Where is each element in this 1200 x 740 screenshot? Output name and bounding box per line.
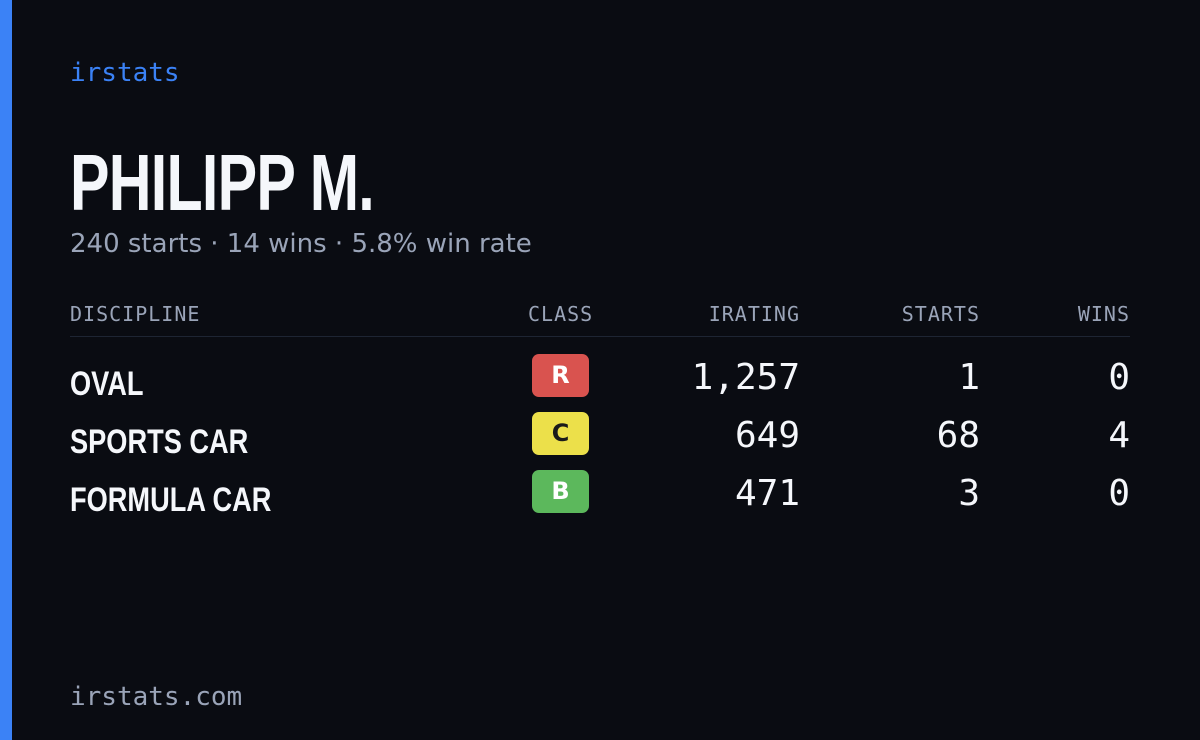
starts-value: 1 — [958, 357, 980, 398]
wins-value: 0 — [1108, 357, 1130, 398]
column-header-wins: WINS — [1077, 302, 1130, 326]
column-header-starts: STARTS — [901, 302, 980, 326]
irating-value: 1,257 — [691, 357, 800, 398]
discipline-name: FORMULA CAR — [70, 481, 272, 519]
table-row: FORMULA CAR B 471 3 0 — [70, 470, 1130, 522]
player-summary: 240 starts · 14 wins · 5.8% win rate — [70, 229, 532, 259]
discipline-name: OVAL — [70, 365, 144, 403]
starts-value: 3 — [958, 473, 980, 514]
brand-logo-text: irstats — [70, 58, 180, 88]
irating-value: 649 — [734, 415, 800, 456]
starts-value: 68 — [936, 415, 980, 456]
column-header-irating: IRATING — [708, 302, 800, 326]
table-row: OVAL R 1,257 1 0 — [70, 354, 1130, 406]
footer-domain: irstats.com — [70, 682, 243, 712]
accent-bar — [0, 0, 12, 740]
license-class-badge: R — [532, 354, 589, 397]
wins-value: 4 — [1108, 415, 1130, 456]
irating-value: 471 — [734, 473, 800, 514]
wins-value: 0 — [1108, 473, 1130, 514]
player-name: PHILIPP M. — [70, 138, 375, 227]
discipline-name: SPORTS CAR — [70, 423, 249, 461]
license-class-badge: B — [532, 470, 589, 513]
column-header-discipline: DISCIPLINE — [70, 302, 201, 326]
license-class-badge: C — [532, 412, 589, 455]
column-header-class: CLASS — [528, 302, 594, 326]
table-row: SPORTS CAR C 649 68 4 — [70, 412, 1130, 464]
table-header: DISCIPLINE CLASS IRATING STARTS WINS — [70, 298, 1130, 337]
